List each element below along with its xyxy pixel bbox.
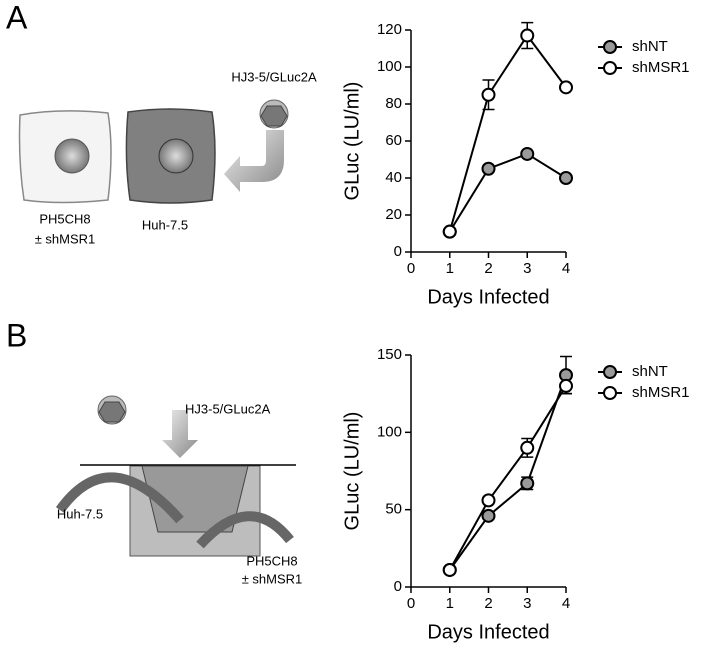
y-tick-label: 40 [385, 169, 402, 186]
diagram-a: HJ3-5/GLuc2A PH5CH8 ± shMSR1 Huh-7.5 [18, 69, 317, 246]
x-tick-label: 4 [562, 595, 570, 612]
y-tick-label: 100 [377, 58, 402, 75]
y-tick-label: 0 [394, 578, 402, 595]
data-point [559, 378, 573, 393]
panel-label: A [6, 0, 28, 35]
legend-label: shNT [632, 363, 668, 380]
data-point [442, 562, 457, 577]
x-axis-label: Days Infected [427, 621, 549, 643]
y-tick-label: 60 [385, 132, 402, 149]
diagram-label: Huh-7.5 [57, 506, 103, 521]
data-point [559, 171, 573, 185]
data-point [442, 224, 457, 239]
data-point [481, 508, 496, 523]
y-tick-label: 0 [394, 243, 402, 260]
y-tick-label: 80 [385, 95, 402, 112]
series-line [448, 385, 567, 571]
data-point [481, 87, 496, 102]
series-line [448, 152, 567, 233]
diagram-label: HJ3-5/GLuc2A [231, 69, 317, 84]
series-line [448, 374, 567, 571]
x-tick-label: 3 [523, 260, 531, 277]
y-axis-label: GLuc (LU/ml) [341, 82, 363, 201]
diagram-label: ± shMSR1 [35, 231, 96, 246]
diagram-label: PH5CH8 [39, 211, 90, 226]
y-tick-label: 150 [377, 346, 402, 363]
diagram-label: PH5CH8 [246, 553, 297, 568]
diagram-b: HJ3-5/GLuc2A Huh-7.5 PH5CH8 ± shMSR1 [55, 395, 303, 586]
legend-marker [603, 40, 617, 54]
y-tick-label: 20 [385, 206, 402, 223]
x-tick-label: 1 [446, 595, 454, 612]
diagram-label: ± shMSR1 [242, 571, 303, 586]
x-tick-label: 2 [484, 260, 492, 277]
x-tick-label: 0 [407, 260, 415, 277]
data-point [481, 493, 496, 508]
y-tick-label: 50 [385, 501, 402, 518]
panel-label: B [6, 317, 27, 353]
legend-label: shNT [632, 38, 668, 55]
legend-label: shMSR1 [632, 59, 690, 76]
diagram-label: HJ3-5/GLuc2A [185, 401, 271, 416]
x-tick-label: 3 [523, 595, 531, 612]
x-tick-label: 0 [407, 595, 415, 612]
legend-marker [603, 61, 617, 75]
y-tick-label: 100 [377, 423, 402, 440]
legend-marker [603, 365, 617, 379]
data-point [520, 440, 535, 455]
data-point [520, 146, 535, 161]
x-tick-label: 4 [562, 260, 570, 277]
y-axis-label: GLuc (LU/ml) [341, 412, 363, 531]
data-point [520, 476, 535, 491]
y-tick-label: 120 [377, 21, 402, 38]
series-line [448, 33, 567, 232]
x-tick-label: 1 [446, 260, 454, 277]
x-axis-label: Days Infected [427, 286, 549, 308]
data-point [520, 28, 535, 43]
x-tick-label: 2 [484, 595, 492, 612]
legend-label: shMSR1 [632, 384, 690, 401]
data-point [559, 80, 573, 95]
legend-marker [603, 386, 617, 400]
data-point [481, 161, 496, 176]
diagram-label: Huh-7.5 [142, 217, 188, 232]
